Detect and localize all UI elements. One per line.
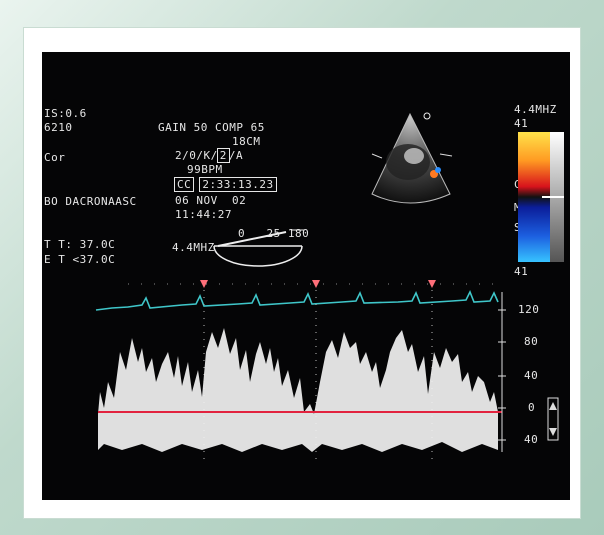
doppler-spectrum — [98, 328, 498, 452]
mode-label: Cor — [44, 151, 66, 164]
colorbar-unit-m: M — [514, 201, 522, 214]
scale-arrow-box — [547, 397, 559, 441]
date: 06 NOV 02 — [175, 194, 247, 207]
timer-row: CC 2:33:13.23 — [173, 177, 277, 192]
study-label: BO DACRONAASC — [44, 195, 137, 208]
bpm: 99BPM — [187, 163, 223, 176]
temperature-t: T T: 37.0C — [44, 238, 116, 251]
colorbar-top: 41 — [514, 117, 529, 130]
colorbar-unit-s: S — [514, 221, 522, 234]
probe-frequency: 4.4MHZ — [172, 241, 215, 254]
velocity-label-120: 120 — [518, 303, 540, 316]
time: 11:44:27 — [175, 208, 232, 221]
velocity-axis — [498, 292, 506, 452]
ecg-trace — [95, 290, 499, 311]
velocity-label-40-neg: 40 — [524, 433, 539, 446]
is-value: IS:0.6 — [44, 107, 87, 120]
colorbar-bottom: 41 — [514, 265, 529, 278]
echo-sector-image — [371, 112, 453, 204]
gain-comp: GAIN 50 COMP 65 — [158, 121, 265, 134]
colorbar-unit-c: C — [514, 178, 522, 191]
velocity-label-0: 0 — [528, 401, 536, 414]
settings-row: 2/0/K/2/A — [175, 148, 244, 163]
ultrasound-graphics — [95, 112, 564, 462]
cycle-markers — [128, 280, 498, 462]
depth: 18CM — [232, 135, 261, 148]
id-number: 6210 — [44, 121, 73, 134]
colorbar-frequency: 4.4MHZ — [514, 103, 557, 116]
temperature-e: E T <37.0C — [44, 253, 116, 266]
velocity-label-40: 40 — [524, 369, 539, 382]
velocity-label-80: 80 — [524, 335, 539, 348]
ultrasound-screen: IS:0.6 6210 Cor BO DACRONAASC T T: 37.0C… — [42, 52, 570, 500]
angle-indicator — [213, 229, 304, 267]
